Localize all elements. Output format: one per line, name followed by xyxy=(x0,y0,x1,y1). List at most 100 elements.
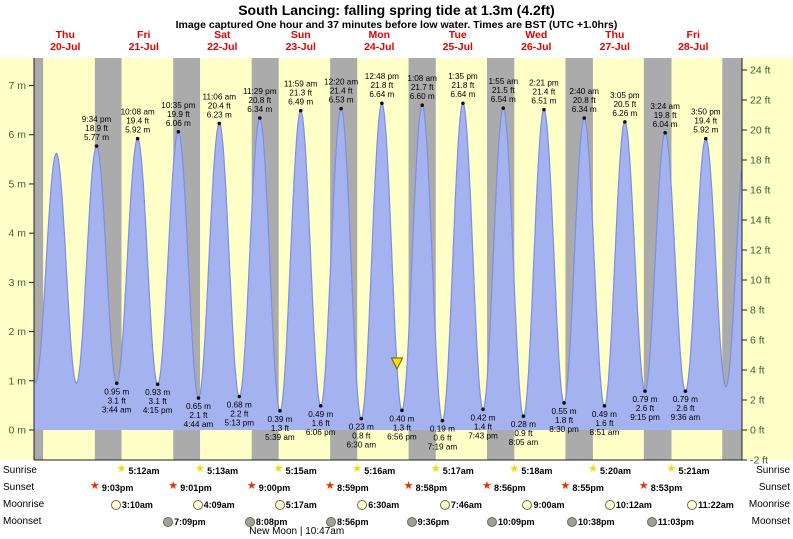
low-tide-label: 1.3 ft xyxy=(393,423,412,432)
tide-extreme-dot xyxy=(542,107,546,112)
sunrise-star-icon: ★ xyxy=(509,462,520,475)
moonset-icon xyxy=(646,517,657,527)
low-tide-label: 6:30 am xyxy=(346,441,376,450)
tide-extreme-dot xyxy=(114,381,119,386)
moonrise-icon xyxy=(687,500,698,510)
moonset-icon xyxy=(567,517,578,527)
high-tide-label: 21.4 ft xyxy=(533,88,556,97)
y-axis-right-label: 20 ft xyxy=(750,125,771,137)
y-axis-left-label: 5 m xyxy=(8,178,26,190)
page-title: South Lancing: falling spring tide at 1.… xyxy=(238,2,555,18)
sunset-time: 9:01pm xyxy=(180,483,212,493)
high-tide-label: 10:35 pm xyxy=(161,101,195,110)
low-tide-label: 0.23 m xyxy=(349,423,374,432)
sunset-star-icon: ★ xyxy=(638,479,649,492)
day-label: Thu 20-Jul xyxy=(50,29,81,53)
tide-extreme-dot xyxy=(318,404,323,408)
high-tide-label: 6.06 m xyxy=(166,119,191,128)
high-tide-label: 2:40 am xyxy=(569,87,599,96)
high-tide-label: 2:21 pm xyxy=(529,79,559,88)
high-tide-label: 3:24 am xyxy=(650,102,680,111)
tide-extreme-dot xyxy=(258,116,262,120)
low-tide-label: 2.6 ft xyxy=(636,404,655,413)
astro-row-label-moonrise: Moonrise xyxy=(3,499,45,510)
moonrise-icon xyxy=(192,500,203,510)
y-axis-right-label: 2 ft xyxy=(750,395,765,407)
moonrise-icon xyxy=(439,500,450,510)
sunset-time: 8:55pm xyxy=(572,483,604,493)
low-tide-label: 1.3 ft xyxy=(271,424,290,433)
high-tide-label: 12:48 pm xyxy=(365,72,399,81)
moonrise-icon xyxy=(110,500,121,510)
moonrise-time: 10:12am xyxy=(615,500,652,510)
sunset-star-icon: ★ xyxy=(560,479,571,492)
low-tide-label: 5:39 am xyxy=(265,433,295,442)
day-label: Thu 27-Jul xyxy=(599,29,630,53)
astro-row-label-moonset-right: Moonset xyxy=(751,516,790,527)
tide-extreme-dot xyxy=(623,120,627,124)
high-tide-label: 12:20 am xyxy=(324,78,358,87)
sunset-time: 8:56pm xyxy=(493,483,526,493)
night-band xyxy=(34,58,44,460)
current-tide-marker xyxy=(390,357,404,371)
y-axis-right-label: 16 ft xyxy=(750,185,771,197)
sunrise-time: 5:13am xyxy=(207,466,239,476)
high-tide-label: 6.54 m xyxy=(491,95,516,104)
high-tide-label: 19.4 ft xyxy=(694,117,717,126)
tide-extreme-dot xyxy=(481,407,485,412)
high-tide-label: 6.64 m xyxy=(450,90,475,99)
day-label: Wed 26-Jul xyxy=(521,29,552,53)
y-axis-right-label: 14 ft xyxy=(750,215,771,227)
low-tide-label: 1.8 ft xyxy=(555,416,574,425)
tide-extreme-dot xyxy=(420,103,425,108)
moonrise-icon xyxy=(357,500,368,510)
high-tide-label: 6.26 m xyxy=(612,109,637,118)
low-tide-label: 6:06 pm xyxy=(306,428,336,437)
sunrise-time: 5:20am xyxy=(599,466,631,476)
sunrise-star-icon: ★ xyxy=(116,462,127,475)
tide-extreme-dot xyxy=(176,129,181,134)
high-tide-label: 5.92 m xyxy=(693,126,718,135)
sunrise-time: 5:15am xyxy=(285,466,317,476)
low-tide-label: 1.6 ft xyxy=(595,419,614,428)
tide-extreme-dot xyxy=(582,116,587,120)
day-label: Fri 28-Jul xyxy=(678,29,709,53)
sunset-star-icon: ★ xyxy=(403,479,414,492)
moonset-icon xyxy=(163,517,174,527)
tide-extreme-dot xyxy=(359,416,364,421)
high-tide-label: 1:55 am xyxy=(488,77,518,86)
sunset-star-icon: ★ xyxy=(246,479,257,492)
tide-chart: 7 m 6 m 5 m 4 m 3 m 2 m 1 m 0 m 24 ft 22 ft 20 ft 1… xyxy=(0,58,793,467)
high-tide-label: 10:08 am xyxy=(121,108,155,117)
high-tide-label: 19.4 ft xyxy=(126,117,149,126)
sunset-star-icon: ★ xyxy=(168,479,179,492)
tide-extreme-dot xyxy=(501,106,506,110)
high-tide-label: 6.53 m xyxy=(329,96,354,105)
high-tide-label: 1:08 am xyxy=(407,74,437,83)
tide-extreme-dot xyxy=(521,414,526,419)
low-tide-label: 3.1 ft xyxy=(149,397,168,406)
high-tide-label: 21.4 ft xyxy=(330,87,353,96)
y-axis-left-label: 4 m xyxy=(8,228,26,240)
high-tide-label: 3:05 pm xyxy=(610,91,640,100)
sunrise-star-icon: ★ xyxy=(587,462,598,475)
moonset-icon xyxy=(406,517,417,527)
high-tide-label: 20.8 ft xyxy=(573,96,596,105)
astro-row-label-moonset: Moonset xyxy=(3,516,42,527)
tide-extreme-dot xyxy=(380,101,384,106)
tide-extreme-dot xyxy=(237,394,242,399)
low-tide-label: 3.1 ft xyxy=(108,396,127,405)
high-tide-label: 19.9 ft xyxy=(167,110,190,119)
moonset-time: 10:09pm xyxy=(497,517,535,527)
y-axis-right-label: -2 ft xyxy=(750,455,768,467)
low-tide-label: 8:30 pm xyxy=(549,425,579,434)
low-tide-label: 6:56 pm xyxy=(387,432,417,441)
moonset-time: 8:08pm xyxy=(255,517,288,527)
high-tide-label: 21.5 ft xyxy=(492,86,515,95)
low-tide-label: 0.79 m xyxy=(673,395,698,404)
tide-extreme-dot xyxy=(298,108,303,113)
day-label: Fri 21-Jul xyxy=(128,29,159,53)
sunset-star-icon: ★ xyxy=(481,479,492,492)
y-axis-right-label: 22 ft xyxy=(750,95,771,107)
tide-extreme-dot xyxy=(135,136,140,141)
